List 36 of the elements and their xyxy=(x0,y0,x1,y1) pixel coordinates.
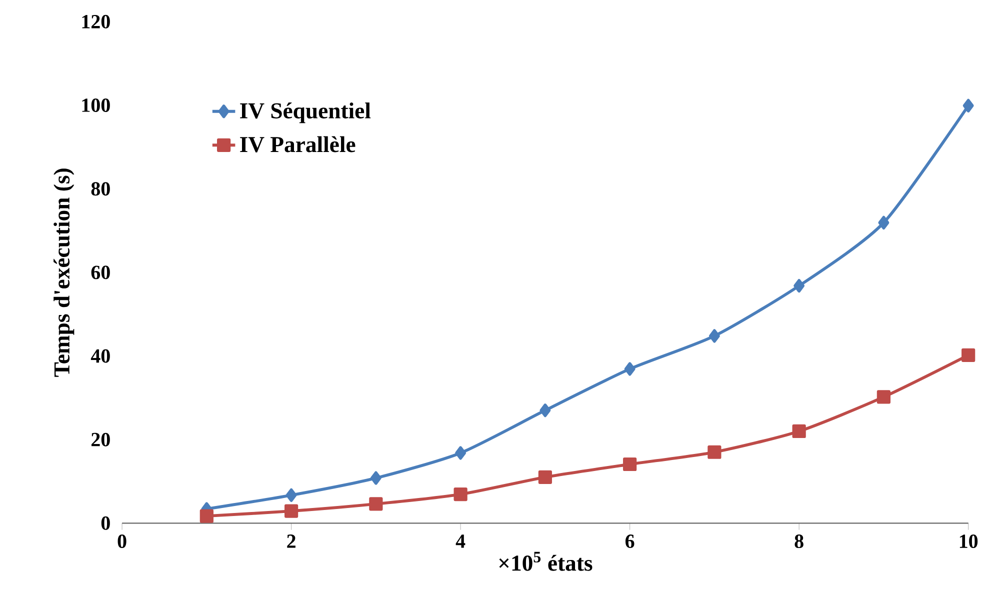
x-tick-label: 6 xyxy=(626,534,634,548)
point xyxy=(200,509,214,523)
y-axis-title: Temps d'exécution (s) xyxy=(54,168,74,377)
point xyxy=(454,487,468,502)
point xyxy=(708,445,722,459)
y-tick-label: 60 xyxy=(91,266,110,280)
y-tick-label: 20 xyxy=(91,432,110,446)
point xyxy=(878,216,890,230)
x-tick-label: 2 xyxy=(287,534,296,548)
x-axis-title: ×10$^{5}$ états xyxy=(499,552,592,571)
point xyxy=(538,470,552,484)
y-tick-label: 120 xyxy=(82,14,110,28)
y-tick-label: 0 xyxy=(101,516,110,530)
point xyxy=(708,329,720,343)
y-tick-label: 80 xyxy=(91,182,110,196)
point xyxy=(284,504,298,518)
point xyxy=(370,471,382,485)
point xyxy=(876,390,891,404)
y-tick-label: 100 xyxy=(82,98,110,112)
point xyxy=(962,98,974,112)
point xyxy=(623,457,637,471)
point xyxy=(455,446,466,460)
x-tick-label: 0 xyxy=(118,534,126,548)
point xyxy=(286,488,297,502)
x-tick-label: 8 xyxy=(794,534,804,548)
point xyxy=(540,403,551,418)
point xyxy=(792,424,806,438)
legend-label: IV Séquentiel xyxy=(240,102,371,123)
point xyxy=(369,497,383,511)
point xyxy=(624,362,636,376)
legend-label: IV Parallèle xyxy=(240,136,356,152)
point xyxy=(794,278,805,293)
point xyxy=(962,348,976,362)
x-tick-label: 10 xyxy=(960,534,978,548)
y-tick-label: 40 xyxy=(90,349,110,363)
x-tick-label: 4 xyxy=(456,534,466,548)
